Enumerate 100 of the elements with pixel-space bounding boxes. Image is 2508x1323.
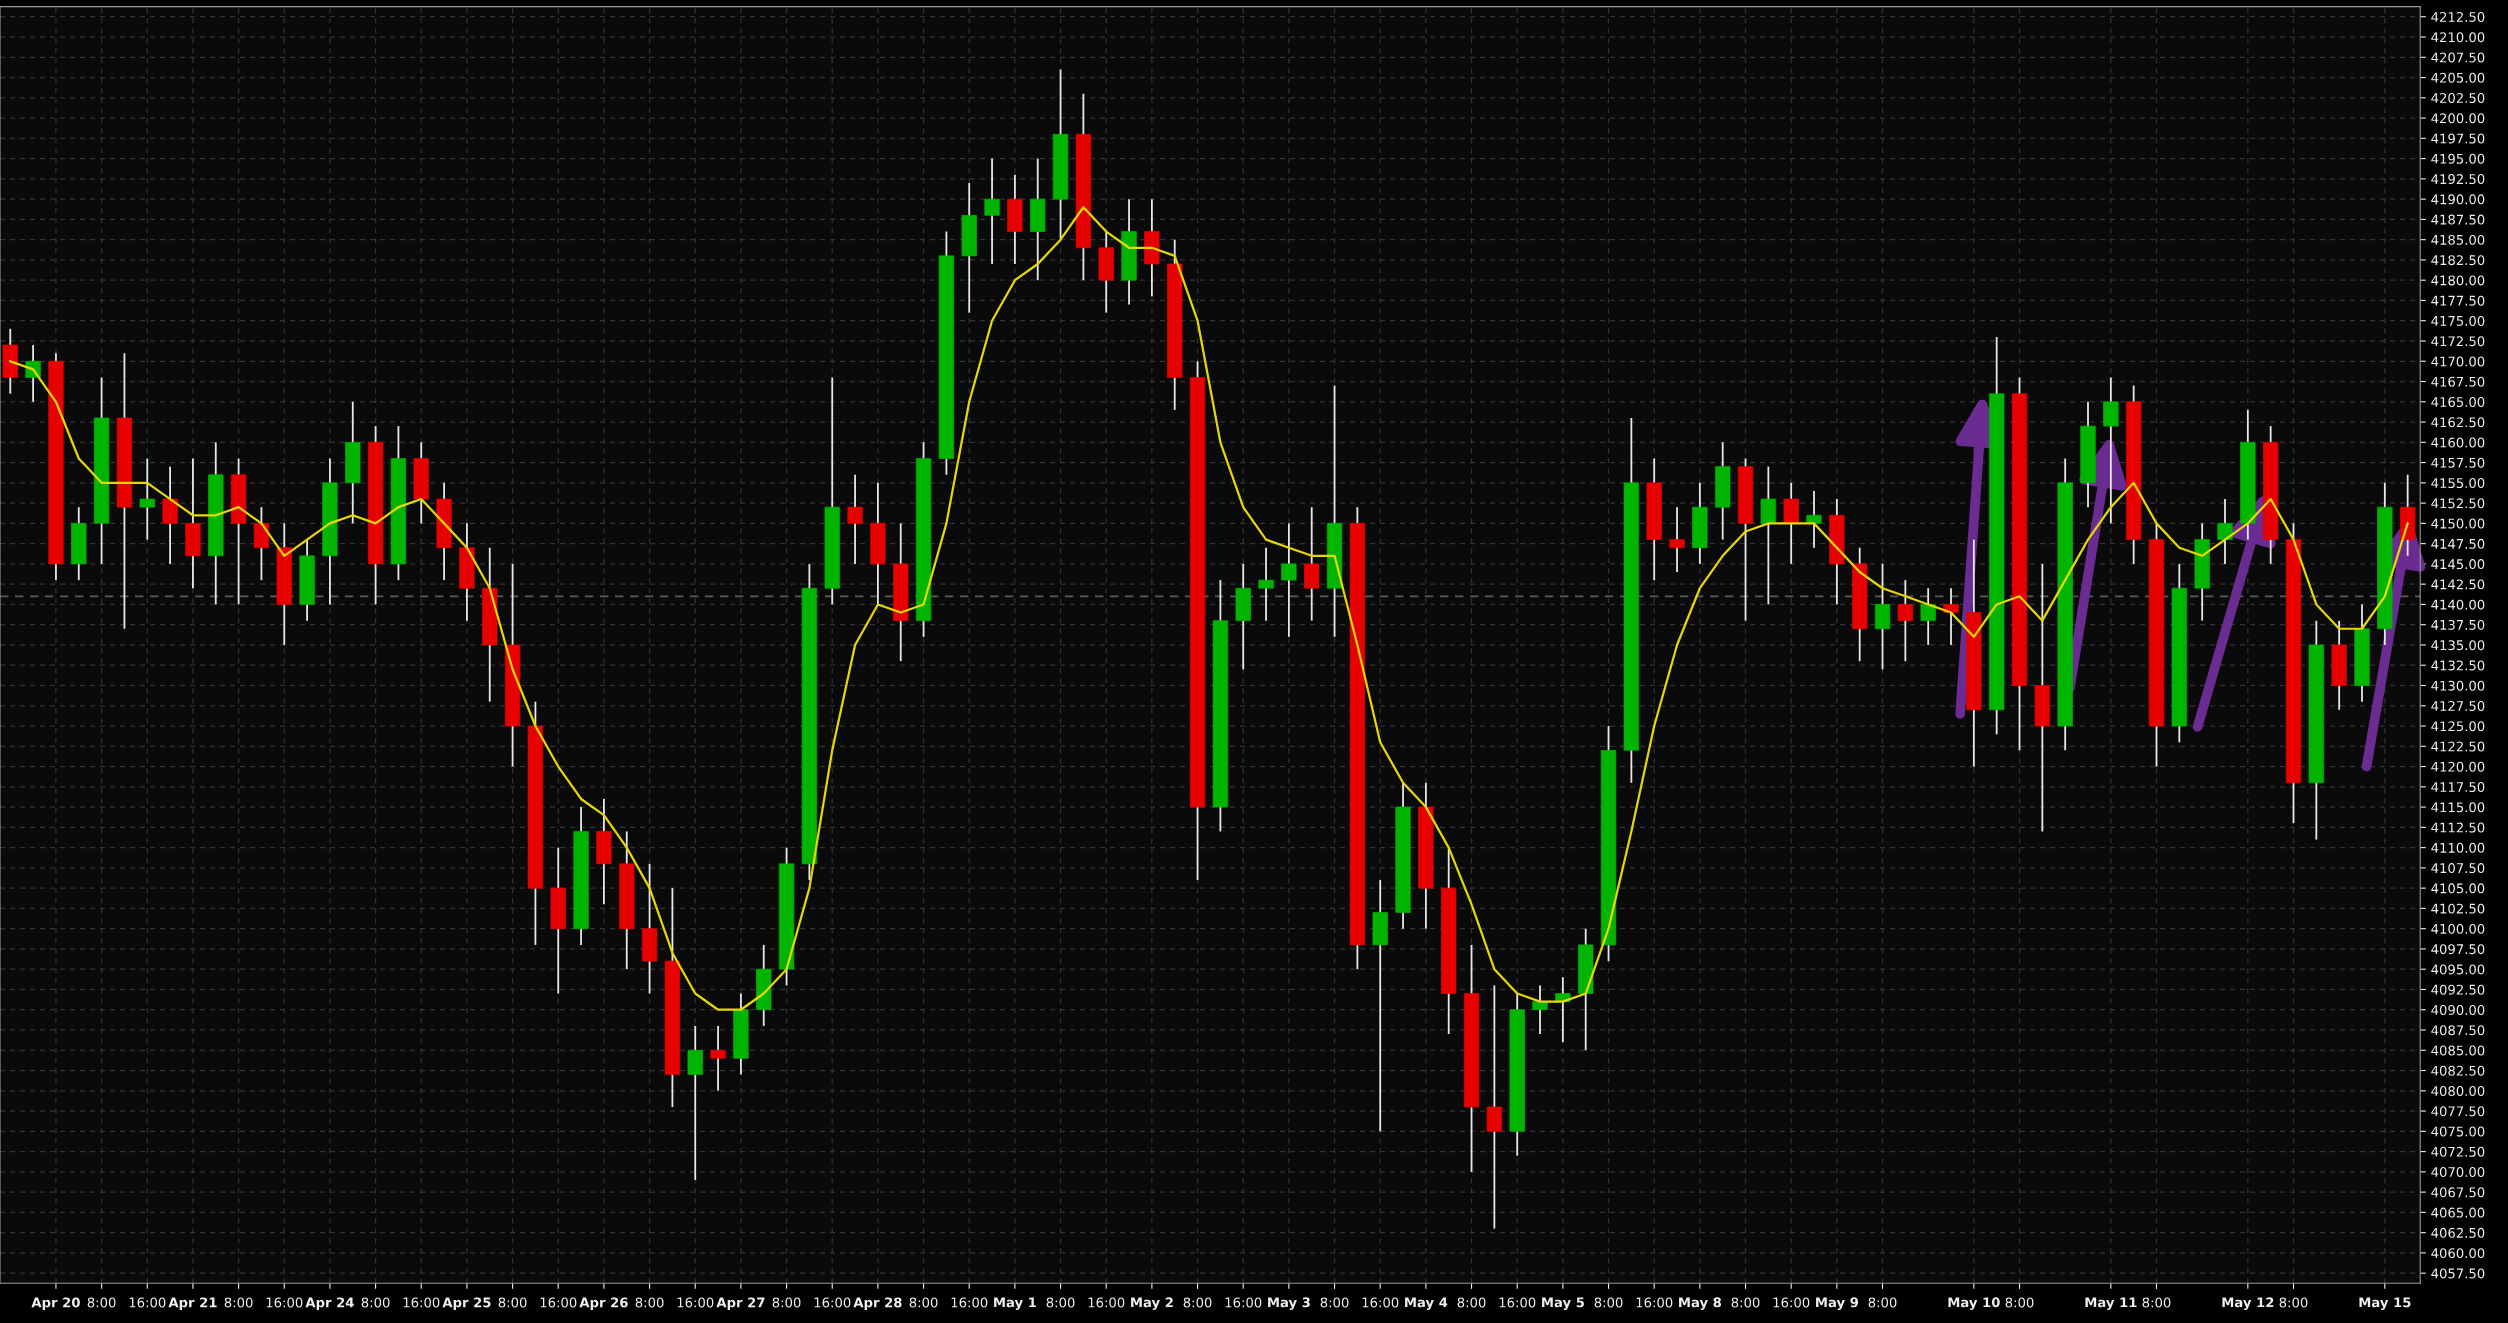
y-tick-label: 4207.50 — [2431, 52, 2485, 63]
y-tick-label: 4120.00 — [2431, 761, 2485, 772]
y-tick-label: 4185.00 — [2431, 234, 2485, 245]
y-tick-label: 4175.00 — [2431, 315, 2485, 326]
x-tick-label: 8:00 — [1457, 1297, 1486, 1308]
y-tick-label: 4180.00 — [2431, 275, 2485, 286]
y-tick-label: 4102.50 — [2431, 903, 2485, 914]
x-tick-label: May 2 — [1131, 1297, 1173, 1310]
y-tick-label: 4117.50 — [2431, 782, 2485, 793]
x-tick-label: 8:00 — [1046, 1297, 1075, 1308]
x-tick-label: 8:00 — [2142, 1297, 2171, 1308]
y-tick-label: 4147.50 — [2431, 538, 2485, 549]
x-tick-label: 8:00 — [2279, 1297, 2308, 1308]
y-tick-label: 4122.50 — [2431, 741, 2485, 752]
x-tick-label: 16:00 — [1499, 1297, 1536, 1308]
y-tick-label: 4070.00 — [2431, 1167, 2485, 1178]
x-tick-label: May 11 — [2085, 1297, 2137, 1310]
y-tick-label: 4105.00 — [2431, 883, 2485, 894]
x-tick-label: 16:00 — [1225, 1297, 1262, 1308]
y-tick-label: 4192.50 — [2431, 174, 2485, 185]
x-tick-label: 16:00 — [1636, 1297, 1673, 1308]
y-tick-label: 4115.00 — [2431, 802, 2485, 813]
y-tick-label: 4157.50 — [2431, 457, 2485, 468]
y-tick-label: 4210.00 — [2431, 32, 2485, 43]
y-tick-label: 4097.50 — [2431, 944, 2485, 955]
x-tick-label: 16:00 — [1773, 1297, 1810, 1308]
y-tick-label: 4177.50 — [2431, 295, 2485, 306]
y-tick-label: 4077.50 — [2431, 1106, 2485, 1117]
y-tick-label: 4165.00 — [2431, 397, 2485, 407]
y-tick-label: 4137.50 — [2431, 619, 2485, 630]
y-tick-label: 4172.50 — [2431, 336, 2485, 347]
x-tick-label: May 12 — [2222, 1297, 2274, 1310]
y-tick-label: 4132.50 — [2431, 660, 2485, 671]
y-tick-label: 4195.00 — [2431, 153, 2485, 164]
y-tick-label: 4085.00 — [2431, 1045, 2485, 1056]
y-tick-label: 4087.50 — [2431, 1025, 2485, 1036]
x-tick-label: 8:00 — [361, 1297, 390, 1308]
y-tick-label: 4125.00 — [2431, 721, 2485, 732]
candlestick — [984, 157, 1000, 265]
x-tick-label: Apr 27 — [716, 1297, 765, 1310]
candlestick — [1943, 587, 1959, 646]
candlestick — [1669, 506, 1685, 573]
y-tick-label: 4130.00 — [2431, 680, 2485, 691]
x-tick-label: Apr 20 — [31, 1297, 80, 1310]
y-tick-label: 4090.00 — [2431, 1004, 2485, 1015]
y-tick-label: 4100.00 — [2431, 923, 2485, 934]
x-tick-label: 16:00 — [1088, 1297, 1125, 1308]
y-tick-label: 4145.00 — [2431, 559, 2485, 570]
x-tick-label: May 9 — [1816, 1297, 1859, 1310]
x-tick-label: 8:00 — [1594, 1297, 1623, 1308]
candlestick — [710, 1025, 726, 1092]
x-tick-label: 8:00 — [498, 1297, 527, 1308]
y-tick-label: 4065.00 — [2431, 1207, 2485, 1218]
candlestick — [1897, 579, 1914, 663]
x-tick-label: Apr 26 — [579, 1297, 628, 1310]
x-tick-label: 8:00 — [87, 1297, 116, 1308]
candlestick — [1532, 984, 1548, 1035]
y-tick-label: 4092.50 — [2431, 984, 2485, 995]
x-tick-label: 8:00 — [1868, 1297, 1897, 1308]
y-tick-label: 4060.00 — [2431, 1248, 2485, 1259]
x-tick-label: 8:00 — [1731, 1297, 1760, 1308]
y-tick-label: 4142.50 — [2431, 579, 2485, 590]
x-tick-label: Apr 28 — [853, 1297, 902, 1310]
y-tick-label: 4190.00 — [2431, 194, 2485, 205]
x-tick-label: Apr 21 — [168, 1297, 217, 1310]
y-tick-label: 4075.00 — [2431, 1126, 2485, 1137]
x-tick-label: 8:00 — [1320, 1297, 1349, 1308]
y-tick-label: 4057.50 — [2431, 1268, 2485, 1279]
y-tick-label: 4182.50 — [2431, 255, 2485, 266]
y-tick-label: 4095.00 — [2431, 964, 2485, 975]
y-tick-label: 4140.00 — [2431, 599, 2485, 610]
y-tick-label: 4205.00 — [2431, 72, 2485, 83]
x-tick-label: 8:00 — [224, 1297, 253, 1308]
y-tick-label: 4162.50 — [2431, 417, 2485, 428]
x-tick-label: 8:00 — [909, 1297, 938, 1308]
y-tick-label: 4072.50 — [2431, 1146, 2485, 1157]
x-tick-label: 16:00 — [266, 1297, 303, 1308]
candlestick — [1920, 587, 1936, 646]
x-tick-label: 16:00 — [129, 1297, 166, 1308]
x-tick-label: 8:00 — [772, 1297, 801, 1308]
x-tick-label: 8:00 — [635, 1297, 664, 1308]
y-tick-label: 4200.00 — [2431, 113, 2485, 124]
x-tick-label: May 4 — [1405, 1297, 1448, 1310]
x-tick-label: May 1 — [994, 1297, 1036, 1310]
y-tick-label: 4067.50 — [2431, 1187, 2485, 1198]
y-tick-label: 4187.50 — [2431, 214, 2485, 225]
y-tick-label: 4150.00 — [2431, 518, 2485, 529]
x-tick-label: 16:00 — [540, 1297, 577, 1308]
y-tick-label: 4112.50 — [2431, 822, 2485, 833]
y-tick-label: 4160.00 — [2431, 437, 2485, 448]
candlestick — [139, 457, 155, 541]
x-tick-label: Apr 25 — [442, 1297, 491, 1310]
x-tick-label: May 5 — [1542, 1297, 1584, 1310]
x-tick-label: 16:00 — [403, 1297, 440, 1308]
candlestick — [1806, 490, 1822, 549]
x-tick-label: 16:00 — [951, 1297, 988, 1308]
y-tick-label: 4212.50 — [2431, 11, 2485, 22]
y-tick-label: 4062.50 — [2431, 1227, 2485, 1238]
y-tick-label: 4082.50 — [2431, 1065, 2485, 1076]
y-tick-label: 4202.50 — [2431, 93, 2485, 104]
